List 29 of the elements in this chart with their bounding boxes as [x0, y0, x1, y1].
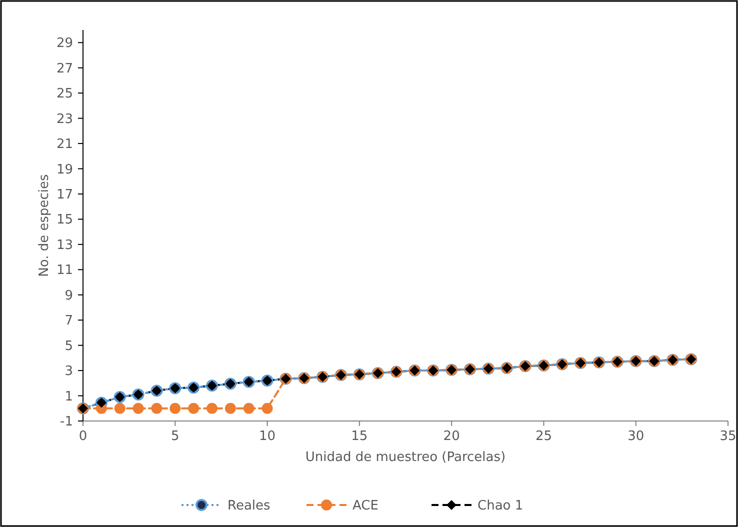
y-tick-label: 3	[64, 364, 73, 380]
y-tick-label: 17	[56, 188, 73, 203]
y-tick-label: 7	[64, 314, 73, 329]
x-tick-label: 25	[535, 429, 552, 444]
x-tick-label: 20	[443, 429, 460, 444]
y-tick-label: 27	[56, 61, 73, 76]
y-tick-label: 5	[64, 338, 73, 354]
y-tick-label: 9	[64, 288, 73, 304]
y-tick-label: 29	[56, 36, 73, 52]
y-tick-label: 15	[56, 212, 73, 228]
legend-label: ACE	[352, 498, 378, 514]
x-tick-label: 30	[628, 429, 644, 444]
x-tick-label: 10	[259, 429, 276, 444]
y-tick-label: 1	[64, 389, 73, 404]
y-tick-label: -1	[60, 414, 73, 430]
legend-label: Reales	[228, 498, 271, 514]
legend-label: Chao 1	[478, 498, 524, 514]
x-tick-label: 15	[351, 429, 368, 444]
y-axis-title: No. de especies	[37, 174, 52, 277]
y-tick-label: 13	[56, 238, 73, 253]
y-tick-label: 19	[56, 162, 73, 178]
y-tick-label: 25	[56, 86, 73, 102]
x-axis-title: Unidad de muestreo (Parcelas)	[305, 450, 506, 465]
y-tick-label: 23	[56, 112, 73, 127]
x-tick-label: 0	[78, 429, 88, 444]
y-tick-label: 11	[56, 263, 73, 278]
y-tick-label: 21	[56, 137, 73, 152]
x-tick-label: 35	[720, 429, 736, 444]
x-tick-label: 5	[171, 429, 180, 444]
